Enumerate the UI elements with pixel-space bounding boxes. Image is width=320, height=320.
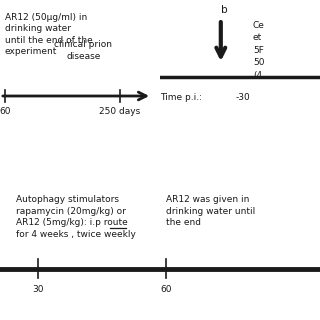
Text: Ce
et
5F
50
(4: Ce et 5F 50 (4 <box>253 21 265 80</box>
Text: 60: 60 <box>161 285 172 294</box>
Text: b: b <box>221 5 227 15</box>
Text: clinical prion
disease: clinical prion disease <box>54 40 112 61</box>
Text: AR12 was given in
drinking water until
the end: AR12 was given in drinking water until t… <box>166 195 256 227</box>
Text: 30: 30 <box>33 285 44 294</box>
Text: Autophagy stimulators
rapamycin (20mg/kg) or
AR12 (5mg/kg): i.p route
for 4 week: Autophagy stimulators rapamycin (20mg/kg… <box>16 195 136 238</box>
Text: AR12 (50μg/ml) in
drinking water
until the end of the
experiment: AR12 (50μg/ml) in drinking water until t… <box>5 13 92 56</box>
Text: 250 days: 250 days <box>100 107 140 116</box>
Text: Time p.i.:: Time p.i.: <box>160 93 202 102</box>
Text: 60: 60 <box>0 107 11 116</box>
Text: -30: -30 <box>236 93 251 102</box>
